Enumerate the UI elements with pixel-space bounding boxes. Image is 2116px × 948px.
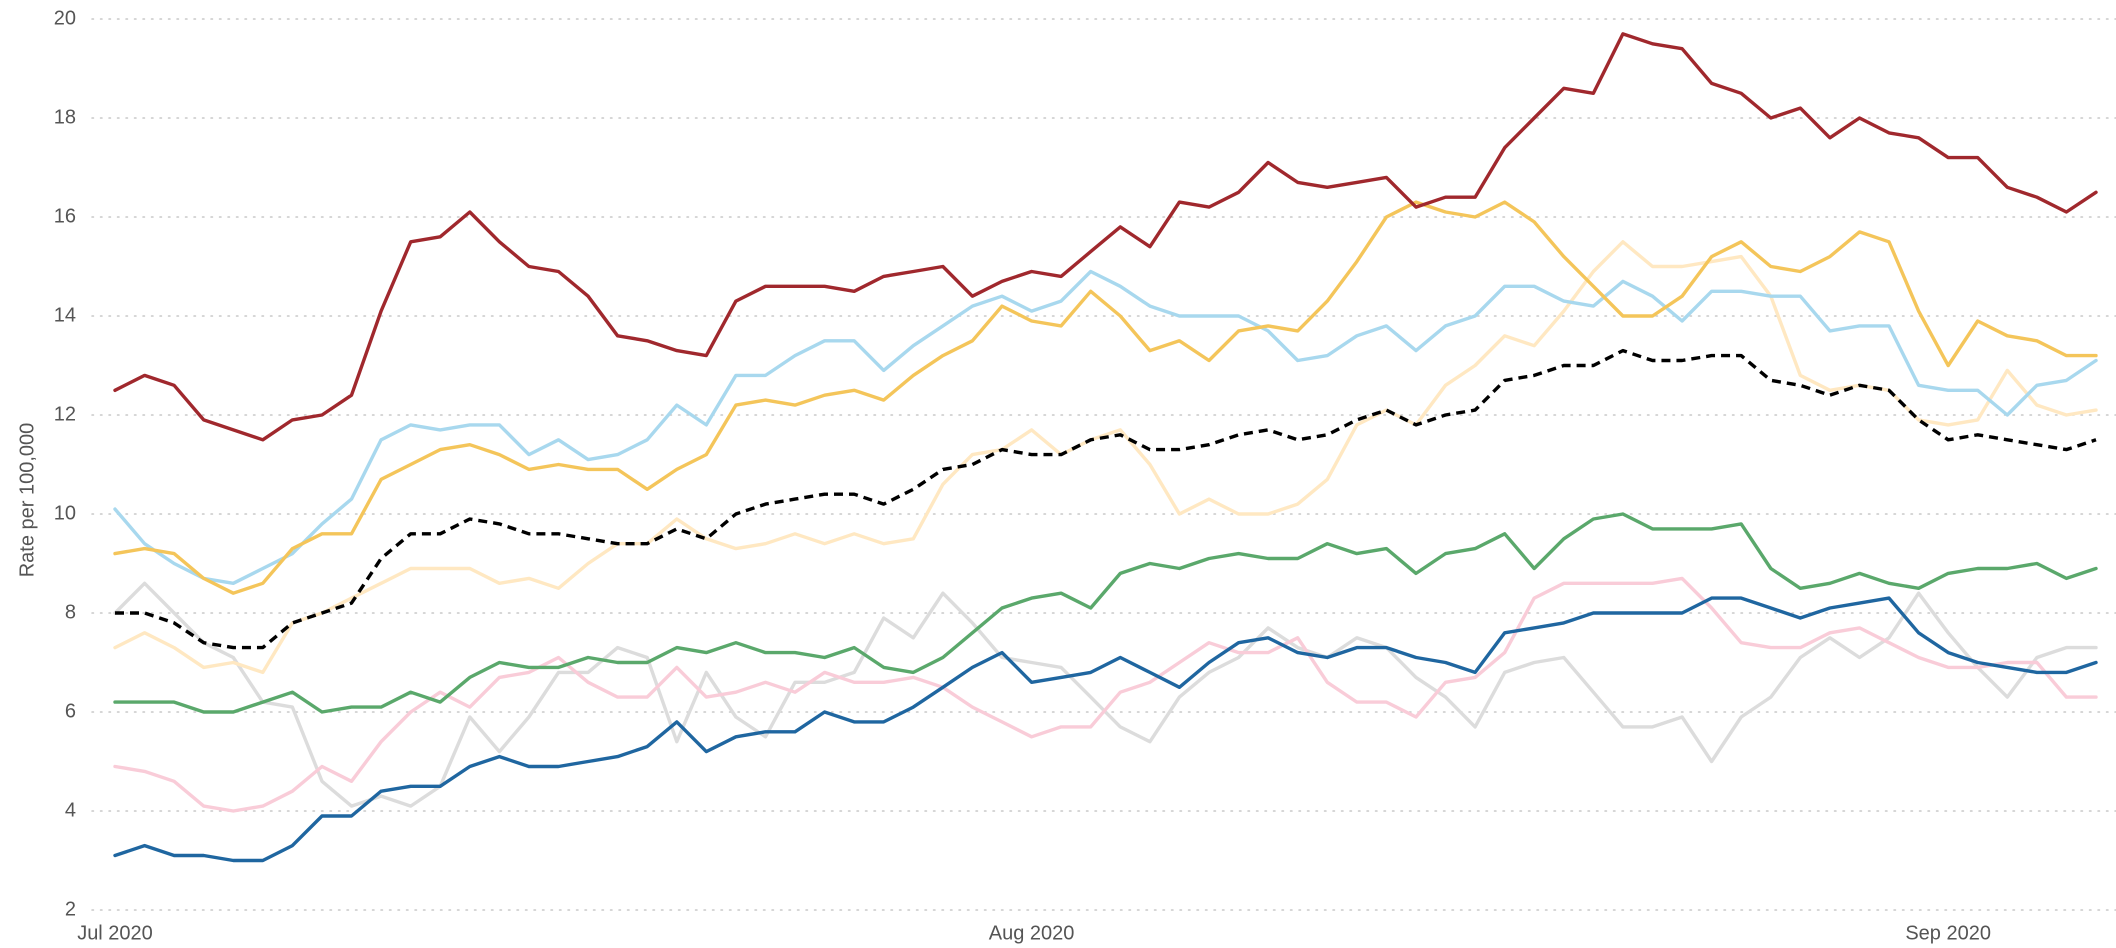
y-tick-label: 12 bbox=[54, 403, 76, 425]
line-series bbox=[113, 200, 2098, 595]
x-tick-label: Jul 2020 bbox=[77, 922, 153, 944]
y-tick-label: 10 bbox=[54, 502, 76, 524]
y-tick-label: 8 bbox=[65, 601, 76, 623]
y-tick-label: 14 bbox=[54, 304, 76, 326]
y-tick-label: 20 bbox=[54, 7, 76, 29]
line-series bbox=[113, 512, 2098, 714]
line-series bbox=[113, 240, 2098, 675]
y-tick-label: 18 bbox=[54, 106, 76, 128]
y-tick-label: 16 bbox=[54, 205, 76, 227]
line-series bbox=[113, 32, 2098, 442]
y-tick-label: 6 bbox=[65, 700, 76, 722]
line-series bbox=[113, 269, 2098, 585]
line-series bbox=[113, 596, 2098, 863]
y-tick-label: 2 bbox=[65, 898, 76, 920]
y-tick-label: 4 bbox=[65, 799, 76, 821]
line-series bbox=[113, 576, 2098, 813]
x-tick-label: Sep 2020 bbox=[1905, 922, 1991, 944]
x-tick-label: Aug 2020 bbox=[989, 922, 1075, 944]
line-series bbox=[115, 348, 2097, 650]
y-axis-label: Rate per 100,000 bbox=[16, 423, 38, 578]
